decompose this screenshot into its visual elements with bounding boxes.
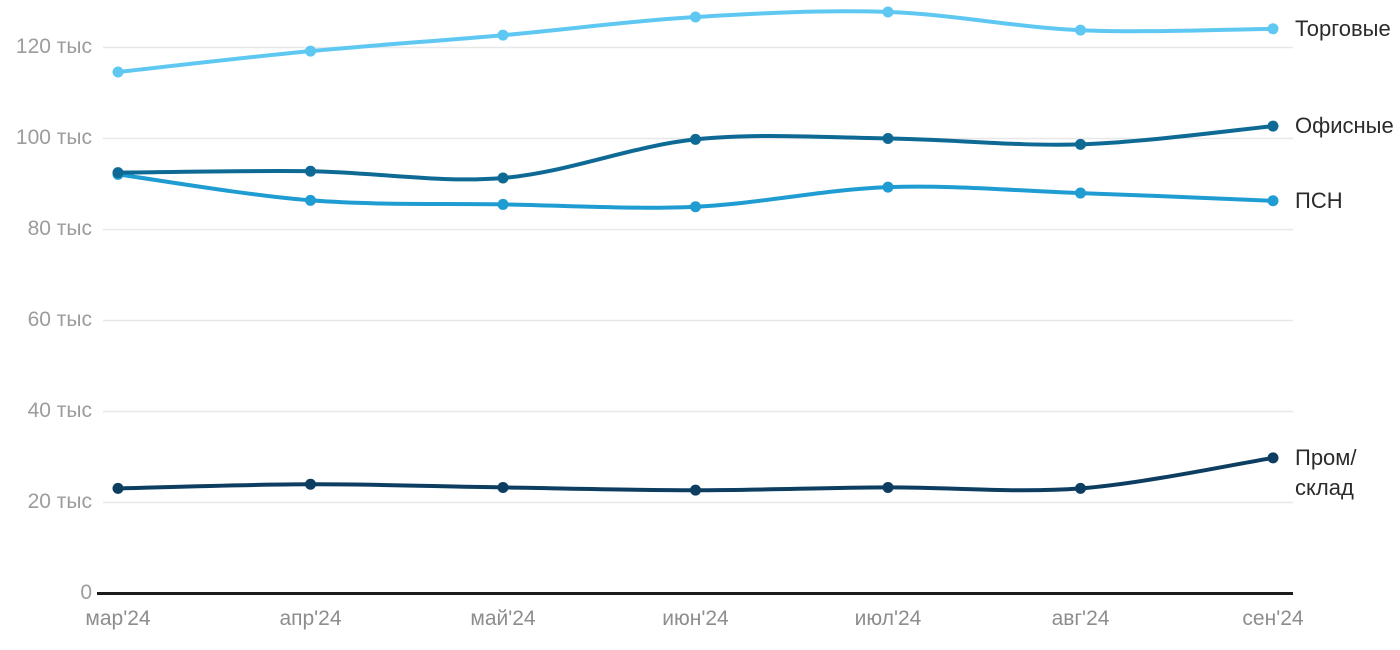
point-Офисные-мар'24[interactable] [112,167,124,179]
series-label-Торговые: Торговые [1295,15,1391,41]
x-tick-label-май'24: май'24 [470,607,536,630]
point-ПСН-июл'24[interactable] [882,181,894,193]
point-ПСН-сен'24[interactable] [1267,195,1279,207]
point-Торговые-июн'24[interactable] [690,11,701,23]
point-Офисные-май'24[interactable] [497,172,509,184]
series-label-ПСН: ПСН [1295,187,1343,213]
point-Офисные-июн'24[interactable] [690,133,701,145]
x-tick-label-мар'24: мар'24 [85,607,151,630]
y-tick-label-120: 120 тыс [15,35,92,58]
series-label-Пром/склад-line1: Пром/ [1295,444,1357,470]
point-Офисные-сен'24[interactable] [1267,120,1279,132]
y-tick-label-100: 100 тыс [15,126,92,149]
point-Пром/склад-авг'24[interactable] [1075,482,1086,494]
point-Торговые-авг'24[interactable] [1075,24,1086,36]
series-label-Пром/склад-line2: склад [1295,474,1354,500]
point-Пром/склад-май'24[interactable] [497,481,509,493]
x-tick-label-июн'24: июн'24 [662,607,729,630]
x-tick-label-июл'24: июл'24 [854,607,922,630]
point-Пром/склад-мар'24[interactable] [112,482,124,494]
point-ПСН-май'24[interactable] [497,198,509,210]
y-tick-label-80: 80 тыс [27,217,92,240]
y-tick-label-40: 40 тыс [27,399,92,422]
point-Пром/склад-июн'24[interactable] [690,484,701,496]
point-Пром/склад-апр'24[interactable] [305,478,316,490]
point-Торговые-мар'24[interactable] [112,66,124,78]
point-Офисные-апр'24[interactable] [305,165,316,177]
point-ПСН-авг'24[interactable] [1075,187,1086,199]
point-ПСН-июн'24[interactable] [690,201,701,213]
point-Офисные-авг'24[interactable] [1075,138,1086,150]
point-Торговые-июл'24[interactable] [882,6,894,18]
point-Торговые-май'24[interactable] [497,29,509,41]
y-tick-label-60: 60 тыс [27,308,92,331]
point-Торговые-апр'24[interactable] [305,45,316,57]
point-Пром/склад-июл'24[interactable] [882,481,894,493]
x-tick-label-сен'24: сен'24 [1242,607,1304,630]
series-label-Офисные: Офисные [1295,113,1394,139]
point-Пром/склад-сен'24[interactable] [1267,452,1279,464]
x-tick-label-апр'24: апр'24 [279,607,342,630]
point-ПСН-апр'24[interactable] [305,194,316,206]
point-Офисные-июл'24[interactable] [882,132,894,144]
y-tick-label-20: 20 тыс [27,490,92,513]
point-Торговые-сен'24[interactable] [1267,23,1279,35]
y-tick-label-0: 0 [80,581,92,604]
x-tick-label-авг'24: авг'24 [1051,607,1110,630]
